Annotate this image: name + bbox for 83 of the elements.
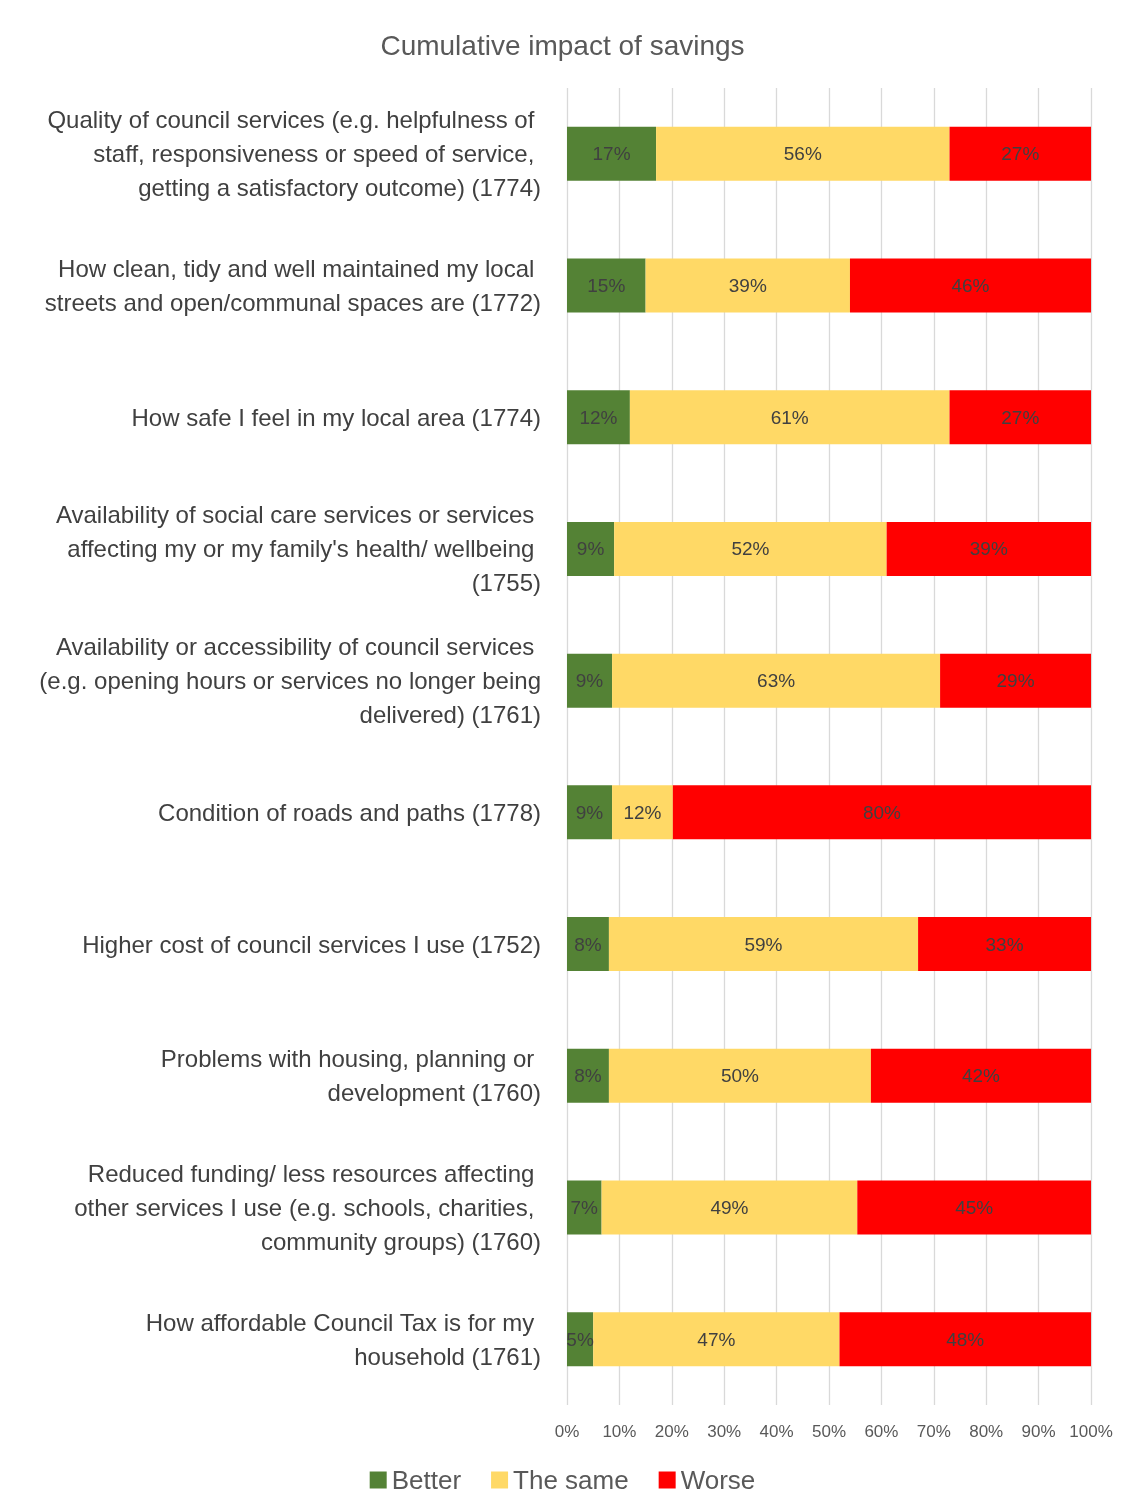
bar: [567, 126, 657, 181]
data-label: 42%: [961, 1065, 1001, 1087]
bar: [612, 785, 673, 840]
x-tick-label: 80%: [969, 1422, 1004, 1441]
y-tick-label: How affordable Council Tax is for my household (1761): [145, 1308, 541, 1370]
y-tick-label: Availability of social care services or services affecting my or my family's health/ wellbeing (1755): [55, 501, 541, 597]
data-label: 7%: [570, 1196, 599, 1218]
x-tick-label: 70%: [916, 1422, 951, 1441]
bar: [601, 1180, 858, 1235]
x-tick-label: 60%: [864, 1422, 899, 1441]
x-tick-label: 40%: [759, 1422, 794, 1441]
y-tick-label: How clean, tidy and well maintained my local streets and open/communal spaces are (1772): [44, 255, 541, 317]
y-tick-label: Reduced funding/ less resources affecting other services I use (e.g. schools, charities, community groups) (1760): [74, 1159, 541, 1255]
bar: [608, 1048, 871, 1103]
legend-label: Worse: [680, 1465, 756, 1495]
data-label: 80%: [862, 801, 902, 823]
bar: [656, 126, 950, 181]
legend-label: Better: [391, 1465, 462, 1495]
bar: [870, 1048, 1091, 1103]
data-label: 8%: [574, 1065, 602, 1087]
bar: [567, 258, 646, 313]
bar: [849, 258, 1091, 313]
bar: [949, 390, 1091, 445]
bar: [857, 1180, 1091, 1235]
data-label: 12%: [579, 406, 618, 428]
bar: [886, 521, 1091, 576]
bar: [839, 1312, 1091, 1367]
x-tick-label: 30%: [707, 1422, 742, 1441]
data-label: 29%: [996, 670, 1035, 692]
bar: [567, 653, 613, 708]
data-label: 17%: [592, 143, 631, 165]
bar: [567, 521, 615, 576]
bar: [672, 785, 1091, 840]
bar: [567, 917, 609, 972]
data-label: 27%: [1001, 143, 1040, 165]
bar: [612, 653, 941, 708]
x-tick-label: 100%: [1069, 1422, 1113, 1441]
data-label: 59%: [744, 933, 783, 955]
data-label: 52%: [731, 538, 770, 560]
data-label: 8%: [574, 933, 602, 955]
x-tick-label: 90%: [1021, 1422, 1056, 1441]
data-label: 48%: [946, 1328, 985, 1350]
x-tick-label: 50%: [811, 1422, 847, 1441]
bar: [645, 258, 850, 313]
data-label: 45%: [955, 1196, 994, 1218]
legend-label: The same: [513, 1465, 629, 1495]
bar: [567, 390, 630, 445]
data-label: 63%: [757, 670, 796, 692]
data-label: 47%: [697, 1328, 736, 1350]
x-tick-label: 10%: [602, 1422, 637, 1441]
data-label: 27%: [1001, 406, 1040, 428]
bar: [940, 653, 1091, 708]
data-label: 9%: [576, 538, 605, 560]
data-label: 46%: [951, 275, 990, 297]
data-label: 9%: [575, 801, 604, 823]
data-label: 50%: [720, 1065, 760, 1087]
y-tick-label: Condition of roads and paths (1778): [158, 798, 541, 826]
data-label: 56%: [783, 143, 822, 165]
y-tick-label: Quality of council services (e.g. helpfulness of staff, responsiveness or speed of service, getting a satisfactory outcome) (1774): [47, 106, 541, 202]
data-label: 15%: [587, 275, 626, 297]
bar: [949, 126, 1091, 181]
chart-title: Cumulative impact of savings: [380, 29, 745, 61]
data-label: 49%: [710, 1196, 749, 1218]
data-label: 61%: [770, 406, 809, 428]
x-tick-label: 20%: [654, 1422, 689, 1441]
bar: [567, 1180, 602, 1235]
bar: [567, 785, 613, 840]
bar: [608, 917, 919, 972]
y-tick-label: Availability or accessibility of council services (e.g. opening hours or services no longer being delivered) (1761): [39, 633, 541, 729]
data-label: 33%: [985, 933, 1024, 955]
data-label: 39%: [728, 275, 767, 297]
data-label: 9%: [575, 670, 604, 692]
bar: [593, 1312, 840, 1367]
bar: [567, 1048, 609, 1103]
y-tick-label: How safe I feel in my local area (1774): [131, 403, 541, 431]
data-label: 12%: [623, 801, 662, 823]
bar: [614, 521, 887, 576]
bar: [629, 390, 950, 445]
bar: [918, 917, 1091, 972]
x-tick-label: 0%: [554, 1422, 580, 1441]
y-tick-label: Higher cost of council services I use (1752): [82, 930, 541, 958]
data-label: 39%: [969, 538, 1008, 560]
y-tick-label: Problems with housing, planning or development (1760): [160, 1045, 541, 1107]
